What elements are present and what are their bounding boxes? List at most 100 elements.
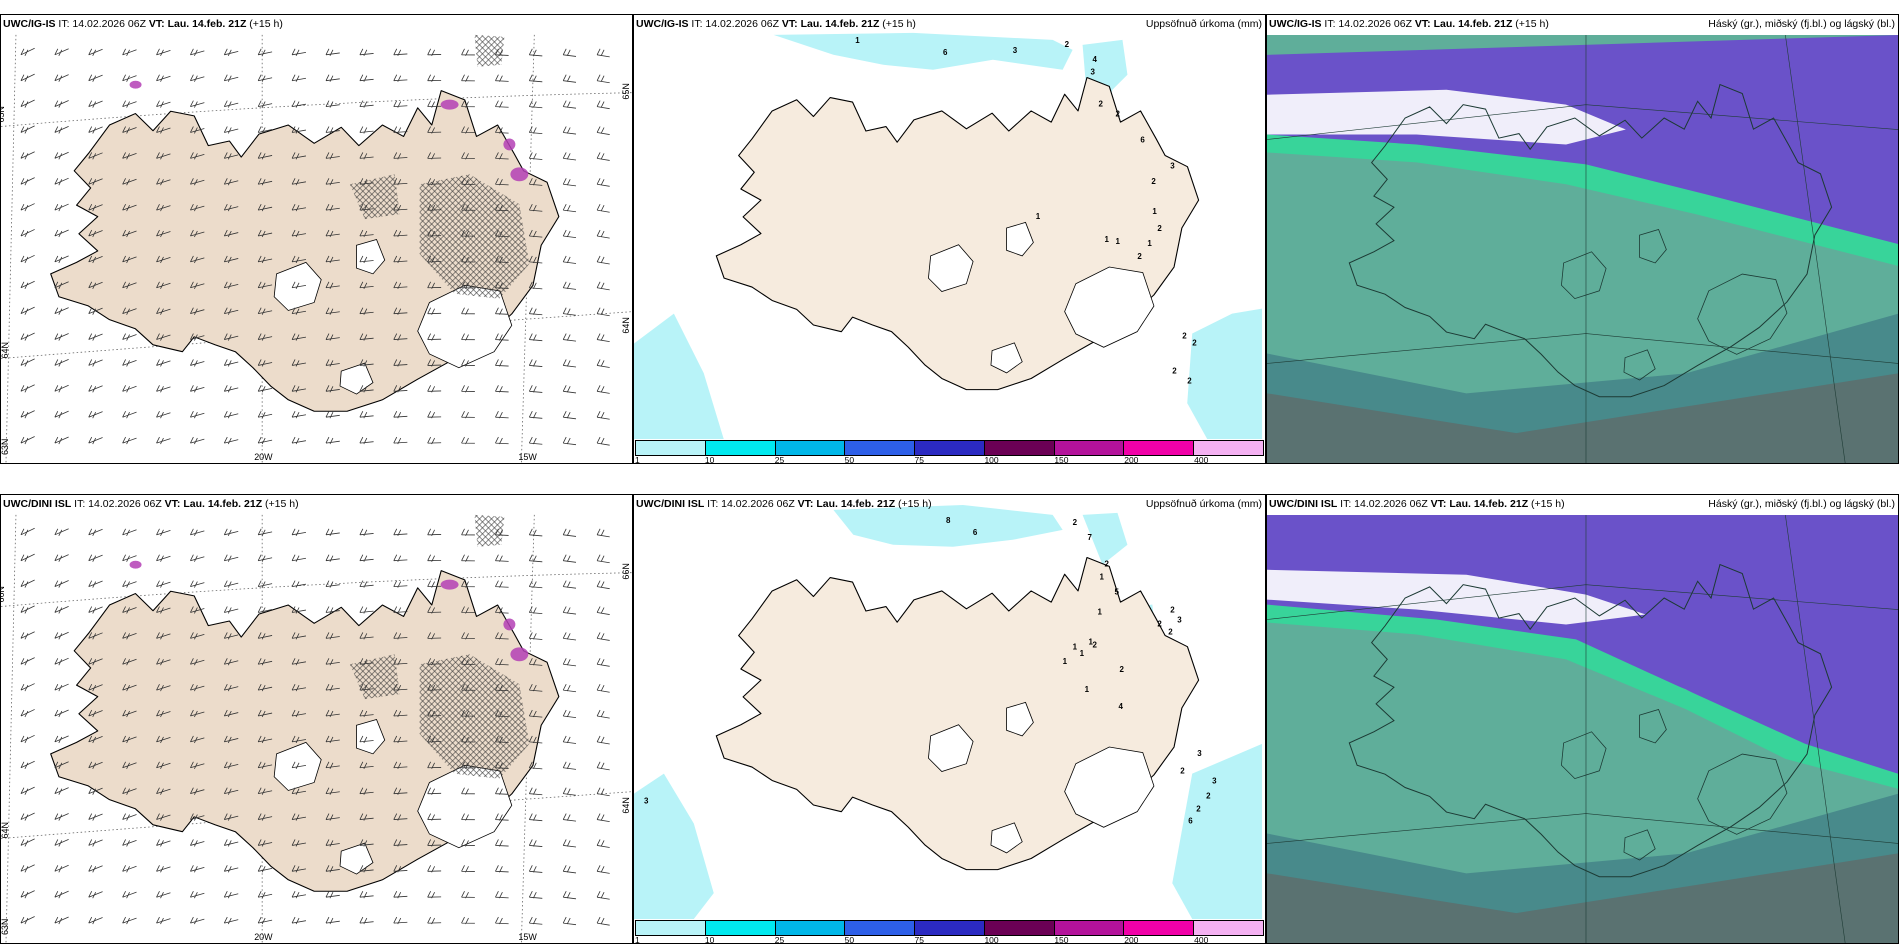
colorbar-2: 1 10 25 50 75 100 150 200 400 <box>634 919 1265 943</box>
precip-value-label: 2 <box>1196 805 1201 814</box>
lat-label-left-3: 63N <box>1 439 10 455</box>
lon-label-2: 15W <box>518 932 537 942</box>
colorbar-tick: 1 <box>635 455 640 464</box>
precip-value-label: 2 <box>1073 518 1078 527</box>
lat-label-right-1: 65N <box>621 83 631 99</box>
precip-value-label: 2 <box>1182 331 1187 340</box>
colorbar-swatch <box>1194 441 1264 455</box>
precip-value-label: 2 <box>1192 338 1197 347</box>
cloud-panel-subtitle-1: Háský (gr.), miðský (fj.bl.) og lágský (… <box>1708 18 1895 30</box>
colorbar-tick: 150 <box>1054 455 1069 464</box>
precip-value-label: 1 <box>1152 207 1157 216</box>
colorbar-swatch <box>915 441 985 455</box>
precip-value-label: 1 <box>1100 573 1105 582</box>
colorbar-tick: 50 <box>844 935 855 944</box>
precip-value-label: 1 <box>1115 237 1120 246</box>
precip-value-label: 3 <box>1212 777 1217 786</box>
precip-value-label: 2 <box>1157 619 1162 628</box>
precip-value-label: 5 <box>1114 588 1119 597</box>
colorbar-tick: 200 <box>1124 935 1139 944</box>
precip-value-label: 8 <box>946 516 951 525</box>
precip-value-label: 2 <box>1206 792 1211 801</box>
colorbar-swatch <box>1054 441 1125 455</box>
precip-value-label: 1 <box>1147 239 1152 248</box>
precip-panel-title-1: UWC/IG-IS IT: 14.02.2026 06Z VT: Lau. 14… <box>636 18 916 30</box>
colorbar-tick: 100 <box>984 455 999 464</box>
colorbar-tick: 75 <box>914 935 925 944</box>
precip-value-label: 1 <box>1085 685 1090 694</box>
precip-panel-2: UWC/DINI ISL IT: 14.02.2026 06Z VT: Lau.… <box>633 494 1266 944</box>
precip-value-label: 2 <box>1119 665 1124 674</box>
wind-panel-2: UWC/DINI ISL IT: 14.02.2026 06Z VT: Lau.… <box>0 494 633 944</box>
colorbar-tick: 400 <box>1194 935 1209 944</box>
colorbar-swatch <box>845 921 916 935</box>
precip-value-label: 3 <box>1170 161 1175 170</box>
precip-value-label: 2 <box>1157 224 1162 233</box>
colorbar-swatch <box>775 441 846 455</box>
precip-value-label: 3 <box>644 797 649 806</box>
colorbar-swatch <box>636 921 706 935</box>
colorbar-swatch <box>636 441 706 455</box>
colorbar-swatch <box>845 441 916 455</box>
precip-value-label: 4 <box>1093 55 1098 64</box>
colorbar-swatch <box>775 921 846 935</box>
cloud-panel-title-1: UWC/IG-IS IT: 14.02.2026 06Z VT: Lau. 14… <box>1269 18 1549 30</box>
precip-value-label: 2 <box>1170 605 1175 614</box>
colorbar-tick: 200 <box>1124 455 1139 464</box>
precip-value-label: 1 <box>1098 607 1103 616</box>
precip-value-label: 2 <box>1093 640 1098 649</box>
cloud-map-2 <box>1267 515 1898 943</box>
lat-label-right-2: 64N <box>621 317 631 333</box>
precip-value-label: 2 <box>1180 767 1185 776</box>
lat-label-right-2: 64N <box>621 797 631 813</box>
lon-label-1: 20W <box>254 932 273 942</box>
colorbar-swatch <box>984 441 1055 455</box>
colorbar-tick: 50 <box>844 455 855 464</box>
precip-panel-subtitle-2: Uppsöfnuð úrkoma (mm) <box>1145 498 1262 510</box>
colorbar-swatch <box>705 441 776 455</box>
precip-value-label: 2 <box>1137 252 1142 261</box>
colorbar-swatch <box>1124 441 1195 455</box>
wind-panel-1: UWC/IG-IS IT: 14.02.2026 06Z VT: Lau. 14… <box>0 14 633 464</box>
precip-value-label: 2 <box>1187 376 1192 385</box>
colorbar-tick: 25 <box>774 455 785 464</box>
cloud-map-svg-2 <box>1267 515 1898 943</box>
precip-value-label: 1 <box>1036 212 1041 221</box>
wind-panel-title-2: UWC/DINI ISL IT: 14.02.2026 06Z VT: Lau.… <box>3 498 299 510</box>
cloud-map-svg-1 <box>1267 35 1898 463</box>
wind-map-1: 65N 64N 63N 20W 15W 65N 64N <box>1 15 632 463</box>
precip-panel-1: UWC/IG-IS IT: 14.02.2026 06Z VT: Lau. 14… <box>633 14 1266 464</box>
cloud-panel-subtitle-2: Háský (gr.), miðský (fj.bl.) og lágský (… <box>1708 498 1895 510</box>
colorbar-tick: 150 <box>1054 935 1069 944</box>
precip-value-label: 2 <box>1168 627 1173 636</box>
precip-value-label: 3 <box>1177 615 1182 624</box>
wind-map-svg-1: 65N 64N 63N 20W 15W 65N 64N <box>1 34 632 463</box>
precip-value-label: 6 <box>1140 135 1145 144</box>
precip-value-label: 6 <box>973 528 978 537</box>
lat-label-left-3: 63N <box>1 919 10 935</box>
lat-label-left-1: 65N <box>1 106 6 122</box>
precip-value-label: 6 <box>1188 816 1193 825</box>
colorbar-swatch <box>1194 921 1264 935</box>
precip-value-label: 2 <box>1105 560 1110 569</box>
cloud-panel-2: UWC/DINI ISL IT: 14.02.2026 06Z VT: Lau.… <box>1266 494 1899 944</box>
precip-value-label: 3 <box>1013 46 1018 55</box>
precip-value-label: 1 <box>1073 642 1078 651</box>
colorbar-swatch <box>1124 921 1195 935</box>
precip-value-label: 2 <box>1099 100 1104 109</box>
precip-value-label: 7 <box>1088 533 1093 542</box>
colorbar-swatch <box>915 921 985 935</box>
colorbar-tick: 25 <box>774 935 785 944</box>
precip-value-label: 1 <box>1063 657 1068 666</box>
wind-panel-title-1: UWC/IG-IS IT: 14.02.2026 06Z VT: Lau. 14… <box>3 18 283 30</box>
precip-value-label: 2 <box>1065 40 1070 49</box>
wind-map-svg-2: 66N 64N 63N 20W 15W 66N 64N <box>1 514 632 943</box>
precip-value-label: 6 <box>943 48 948 57</box>
precip-value-label: 3 <box>1197 749 1202 758</box>
precip-panel-title-2: UWC/DINI ISL IT: 14.02.2026 06Z VT: Lau.… <box>636 498 932 510</box>
precip-panel-subtitle-1: Uppsöfnuð úrkoma (mm) <box>1145 18 1262 30</box>
